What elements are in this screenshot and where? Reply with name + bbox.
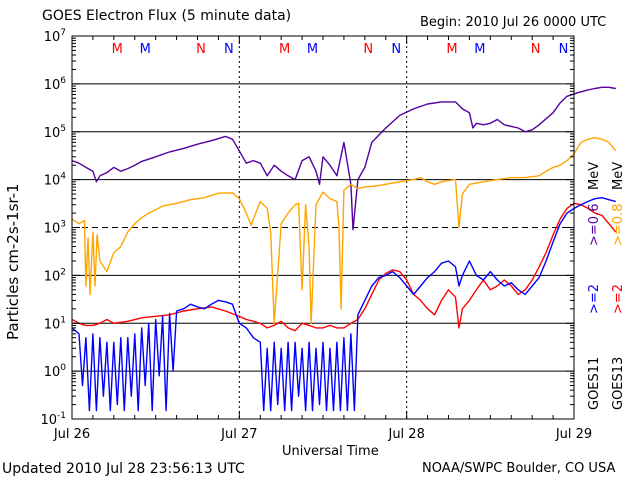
- day-separators: [238, 36, 408, 419]
- updated-label: Updated 2010 Jul 28 23:56:13 UTC: [2, 461, 245, 477]
- marker-label: M: [140, 42, 151, 57]
- y-axis-title: Particles cm-2s-1sr-1: [4, 183, 22, 340]
- marker-label: N: [224, 42, 234, 57]
- y-tick-label: 102: [44, 267, 66, 284]
- legend-goes11: GOES11: [587, 356, 602, 410]
- legend-goes11-ge06: >=0.6: [587, 203, 602, 246]
- marker-label: N: [559, 42, 569, 57]
- x-tick-label: Jul 28: [387, 427, 424, 442]
- legend-goes13-ge08: >=0.8: [611, 203, 626, 246]
- source-label: NOAA/SWPC Boulder, CO USA: [422, 461, 616, 476]
- x-axis-title: Universal Time: [282, 444, 379, 459]
- y-tick-label: 10-1: [40, 411, 66, 428]
- y-axis-title-text: Particles cm-2s-1sr-1: [4, 183, 22, 340]
- marker-label: N: [363, 42, 373, 57]
- marker-label: N: [531, 42, 541, 57]
- legend-goes13-ge2: >=2: [611, 283, 626, 314]
- y-tick-label: 104: [44, 172, 67, 189]
- x-tick-label: Jul 29: [555, 427, 592, 442]
- y-tick-label: 106: [44, 76, 67, 93]
- y-tick-label: 105: [44, 124, 66, 141]
- data-series: [71, 86, 617, 412]
- marker-label: M: [279, 42, 290, 57]
- y-tick-label: 103: [44, 220, 66, 237]
- legend-unit-bottom: MeV: [611, 161, 626, 190]
- marker-label: M: [446, 42, 457, 57]
- marker-label: M: [307, 42, 318, 57]
- y-tick-label: 101: [44, 315, 66, 332]
- series-line: [71, 86, 616, 231]
- legend-goes13: GOES13: [611, 356, 626, 410]
- series-line: [71, 137, 617, 324]
- marker-label: M: [474, 42, 485, 57]
- series-line: [71, 202, 617, 332]
- x-tick-label: Jul 26: [53, 427, 90, 442]
- axis-ticks: [71, 36, 575, 420]
- legend-goes11-ge2: >=2: [587, 283, 602, 314]
- y-tick-label: 107: [44, 28, 66, 45]
- chart-title: GOES Electron Flux (5 minute data): [42, 8, 292, 24]
- marker-label: N: [196, 42, 206, 57]
- marker-label: N: [391, 42, 401, 57]
- marker-label: M: [112, 42, 123, 57]
- x-tick-labels: Jul 26 Jul 27 Jul 28 Jul 29: [53, 427, 592, 442]
- legend-unit-top: MeV: [587, 161, 602, 190]
- series-line: [71, 197, 616, 412]
- x-tick-label: Jul 27: [220, 427, 257, 442]
- y-tick-labels: 10-1 100 101 102 103 104 105 106 107: [40, 28, 66, 428]
- y-tick-label: 100: [44, 363, 67, 380]
- begin-label: Begin: 2010 Jul 26 0000 UTC: [420, 15, 607, 30]
